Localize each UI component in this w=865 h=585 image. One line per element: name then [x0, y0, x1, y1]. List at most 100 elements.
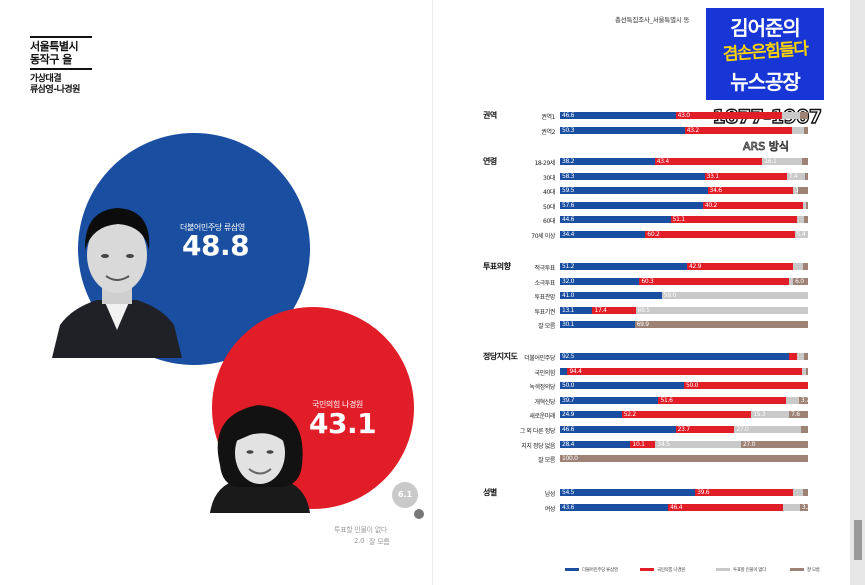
survey-method: ARS 방식 [743, 140, 790, 154]
row-label: 소극투표 [534, 279, 556, 287]
bar-segment [798, 187, 808, 195]
legend-swatch [565, 568, 579, 571]
stacked-bar: 51.2 42.9 [560, 263, 808, 270]
value-label: 5.4 [796, 231, 806, 238]
value-label: 27.0 [736, 426, 749, 433]
stacked-bar: 13.1 17.4 69.5 [560, 306, 808, 314]
value-label: 40.2 [704, 201, 718, 209]
value-label: 41.0 [562, 292, 575, 300]
bar-segment [799, 503, 808, 511]
bar-segment [675, 426, 735, 433]
group-label-party: 정당지지도 [483, 352, 518, 361]
bar-segment [796, 353, 805, 360]
value-label: 52.2 [623, 411, 636, 419]
bar-segment [798, 396, 808, 404]
value-label: 23.7 [677, 426, 690, 433]
stacked-bar: 50.3 43.2 [560, 126, 808, 134]
bar-segment [560, 367, 568, 375]
candidate-1-photo [52, 208, 182, 358]
row-label: 18-29세 [534, 160, 555, 167]
row-label: 국민의힘 [534, 369, 556, 377]
bar-segment [560, 455, 808, 463]
bar-segment [805, 201, 808, 209]
value-label: 69.9 [636, 321, 649, 329]
page-edge-decoration [850, 0, 865, 585]
value-label: 32.0 [562, 277, 575, 285]
value-label: 50.0 [686, 382, 699, 390]
value-label: 34.5 [657, 440, 670, 448]
value-label: 46.6 [562, 112, 575, 119]
bar-segment [805, 172, 808, 180]
row-label: 투표기권 [534, 308, 556, 316]
row-label: 남성 [544, 491, 556, 498]
value-label: 51.1 [672, 216, 685, 224]
legend-item: 국민의힘 나경원 [640, 567, 685, 573]
bar-segment [788, 277, 794, 285]
bar-segment [803, 263, 808, 270]
legend-item: 더불어민주당 류삼영 [565, 567, 618, 573]
legend-label: 더불어민주당 류삼영 [582, 568, 618, 573]
bar-segment [560, 263, 687, 270]
stacked-bar: 57.6 40.2 [560, 201, 808, 209]
matchup-line1: 가상대결 [30, 74, 62, 84]
bar-segment [560, 503, 669, 511]
value-label: 59.5 [562, 187, 575, 195]
stacked-bar: 34.4 60.2 5.4 [560, 231, 808, 238]
bar-segment [791, 126, 805, 134]
group-label-gender: 성별 [483, 488, 497, 497]
value-label: 57.6 [562, 201, 575, 209]
bar-segment [751, 411, 790, 419]
row-label: 권역2 [541, 128, 555, 136]
program-badge: 김어준의 겸손은힘들다 뉴스공장 [706, 8, 824, 100]
stacked-bar: 28.4 10.1 34.5 27.0 [560, 440, 808, 448]
stacked-bar: 46.6 23.7 27.0 [560, 426, 808, 433]
row-label: 40대 [543, 189, 555, 197]
bar-segment [741, 440, 808, 448]
stacked-bar: 46.6 43.0 [560, 112, 808, 119]
stacked-bar: 32.0 60.3 6.0 [560, 277, 808, 285]
value-label: 94.4 [569, 367, 582, 375]
bar-segment [560, 231, 646, 238]
bar-segment [801, 426, 808, 433]
candidate-2-label: 국민의힘 나경원 [312, 400, 363, 409]
value-label: 43.2 [686, 126, 699, 134]
bar-segment [675, 112, 783, 119]
bar-segment [645, 231, 795, 238]
row-label: 그 외 다른 정당 [519, 428, 556, 435]
value-label: 15.3 [753, 411, 766, 419]
stacked-bar: 30.1 69.9 [560, 321, 808, 329]
survey-source: 총선특집조사_서울특별시 동 [615, 16, 690, 24]
bar-segment [783, 503, 800, 511]
value-label: 27.0 [743, 440, 756, 448]
stacked-bar: 43.6 46.4 3.3 [560, 503, 811, 511]
stacked-bar: 24.9 52.2 15.3 7.6 [560, 411, 808, 419]
header-rule [30, 36, 92, 38]
legend-label: 잘 모름 [807, 568, 820, 573]
bar-segment [786, 172, 806, 180]
district-line2: 동작구 을 [30, 53, 72, 66]
value-label: 69.5 [637, 306, 650, 314]
bar-segment [560, 396, 659, 404]
bar-segment [560, 216, 671, 224]
bar-segment [655, 440, 742, 448]
row-label: 70세 이상 [531, 233, 555, 240]
bar-segment [686, 263, 794, 270]
value-label: 28.4 [562, 440, 575, 448]
candidate-1-label: 더불어민주당 류삼영 [180, 223, 245, 232]
bar-segment [560, 201, 703, 209]
bar-segment [797, 216, 805, 224]
value-label: 6.0 [795, 277, 804, 285]
stacked-bar: 41.0 59.0 [560, 292, 808, 300]
stacked-bar: 92.5 [560, 353, 808, 360]
value-label: 50.0 [562, 382, 575, 390]
bar-segment [804, 353, 808, 360]
candidate-2-value: 43.1 [309, 407, 377, 440]
bar-segment [634, 321, 808, 329]
stacked-bar: 58.3 33.1 7.4 [560, 172, 808, 180]
bar-segment [793, 187, 799, 195]
value-label: 46.6 [562, 426, 575, 433]
value-label: 33.1 [706, 172, 719, 180]
value-label: 10.1 [632, 440, 645, 448]
value-label: 3.7 [800, 396, 810, 404]
bar-segment [793, 489, 804, 496]
